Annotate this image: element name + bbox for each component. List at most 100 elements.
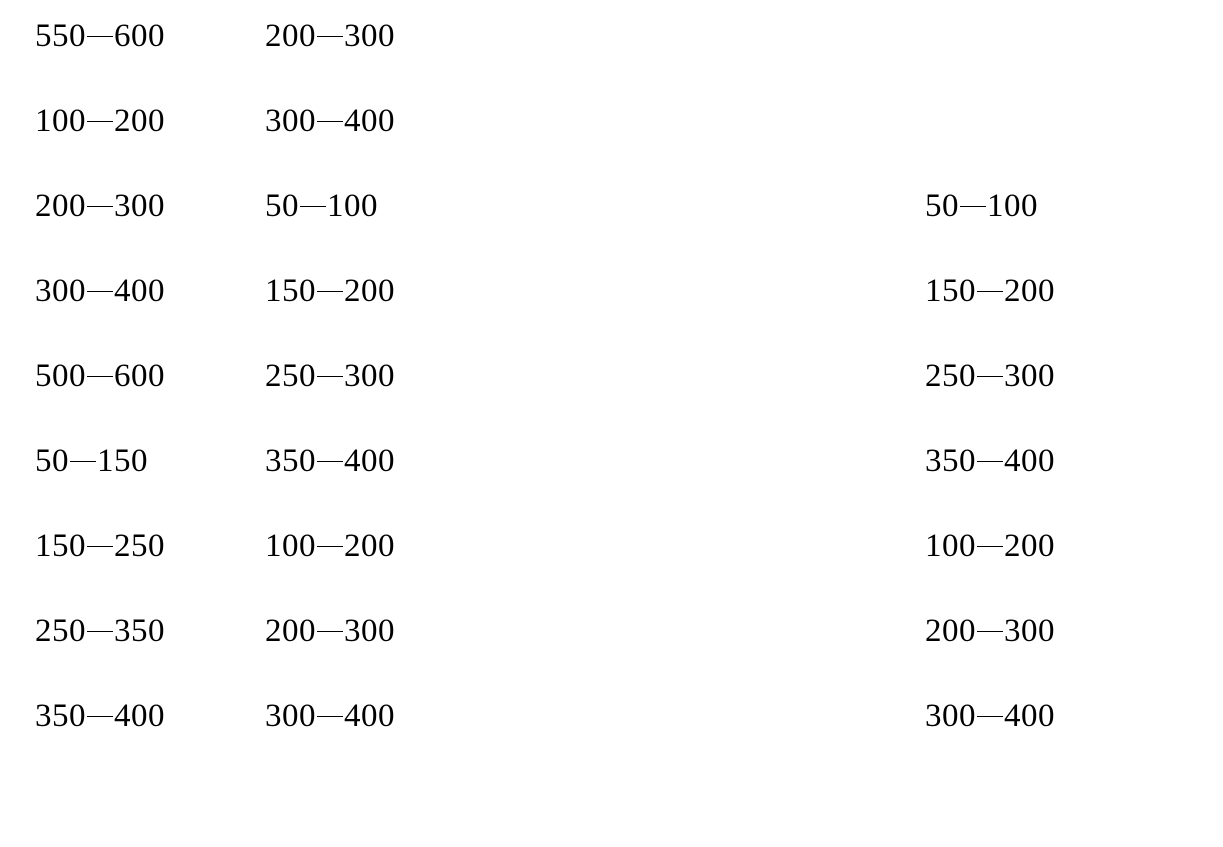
range-to: 100 [987,188,1038,224]
range-to: 400 [344,698,395,734]
range-to: 350 [114,613,165,649]
range-cell: 500 600 [35,360,265,393]
empty-cell [495,445,925,478]
range-to: 400 [114,698,165,734]
range-to: 300 [1004,358,1055,394]
dash-icon [317,546,343,548]
range-cell: 200 300 [925,615,1155,648]
dash-icon [87,121,113,123]
range-from: 550 [35,18,86,54]
empty-cell [495,105,925,138]
dash-icon [300,206,326,208]
range-from: 150 [265,273,316,309]
range-from: 50 [35,443,69,479]
dash-icon [70,461,96,463]
dash-icon [87,716,113,718]
range-to: 300 [1004,613,1055,649]
range-from: 100 [35,103,86,139]
range-to: 200 [114,103,165,139]
dash-icon [87,631,113,633]
range-from: 250 [265,358,316,394]
range-cell: 350 400 [265,445,495,478]
range-from: 300 [265,698,316,734]
dash-icon [977,291,1003,293]
range-from: 350 [265,443,316,479]
range-from: 100 [925,528,976,564]
empty-cell [495,275,925,308]
dash-icon [87,206,113,208]
empty-cell [495,360,925,393]
range-cell: 250 300 [265,360,495,393]
range-cell: 350 400 [925,445,1155,478]
dash-icon [87,291,113,293]
range-from: 50 [265,188,299,224]
empty-cell [495,700,925,733]
range-to: 400 [114,273,165,309]
range-cell: 300400 [35,275,265,308]
range-from: 50 [925,188,959,224]
range-to: 400 [344,443,395,479]
range-cell: 50100 [265,190,495,223]
range-to: 150 [97,443,148,479]
range-to: 600 [114,358,165,394]
range-to: 300 [114,188,165,224]
range-from: 150 [35,528,86,564]
dash-icon [977,716,1003,718]
range-to: 600 [114,18,165,54]
dash-icon [317,121,343,123]
range-cell: 550 600 [35,20,265,53]
dash-icon [960,206,986,208]
range-cell: 150200 [265,275,495,308]
range-cell: 200 300 [265,20,495,53]
empty-cell [925,20,1155,53]
range-from: 350 [35,698,86,734]
range-from: 300 [265,103,316,139]
dash-icon [317,291,343,293]
dash-icon [317,36,343,38]
range-cell: 250 350 [35,615,265,648]
range-cell: 300 400 [925,700,1155,733]
range-cell: 150200 [925,275,1155,308]
range-to: 400 [1004,698,1055,734]
dash-icon [87,36,113,38]
dash-icon [87,376,113,378]
range-from: 500 [35,358,86,394]
range-from: 200 [35,188,86,224]
range-cell: 300 400 [265,700,495,733]
empty-cell [495,615,925,648]
range-to: 400 [344,103,395,139]
range-cell: 50 150 [35,445,265,478]
range-grid: 550 600 200 300 100 200 300 400 200 300 50 100… [35,20,1223,733]
empty-cell [925,105,1155,138]
range-cell: 150 250 [35,530,265,563]
dash-icon [317,461,343,463]
range-from: 100 [265,528,316,564]
range-cell: 200 300 [35,190,265,223]
range-cell: 100200 [265,530,495,563]
dash-icon [977,376,1003,378]
range-to: 400 [1004,443,1055,479]
range-from: 250 [35,613,86,649]
dash-icon [977,546,1003,548]
range-to: 300 [344,18,395,54]
range-cell: 200300 [265,615,495,648]
range-cell: 50 100 [925,190,1155,223]
dash-icon [317,716,343,718]
range-cell: 100 200 [925,530,1155,563]
range-to: 200 [1004,528,1055,564]
dash-icon [317,376,343,378]
dash-icon [977,631,1003,633]
range-from: 350 [925,443,976,479]
empty-cell [495,20,925,53]
range-from: 200 [265,613,316,649]
range-to: 300 [344,358,395,394]
range-to: 250 [114,528,165,564]
range-to: 200 [1004,273,1055,309]
range-from: 300 [925,698,976,734]
range-from: 200 [265,18,316,54]
range-from: 250 [925,358,976,394]
range-cell: 300 400 [265,105,495,138]
dash-icon [87,546,113,548]
dash-icon [317,631,343,633]
range-from: 200 [925,613,976,649]
